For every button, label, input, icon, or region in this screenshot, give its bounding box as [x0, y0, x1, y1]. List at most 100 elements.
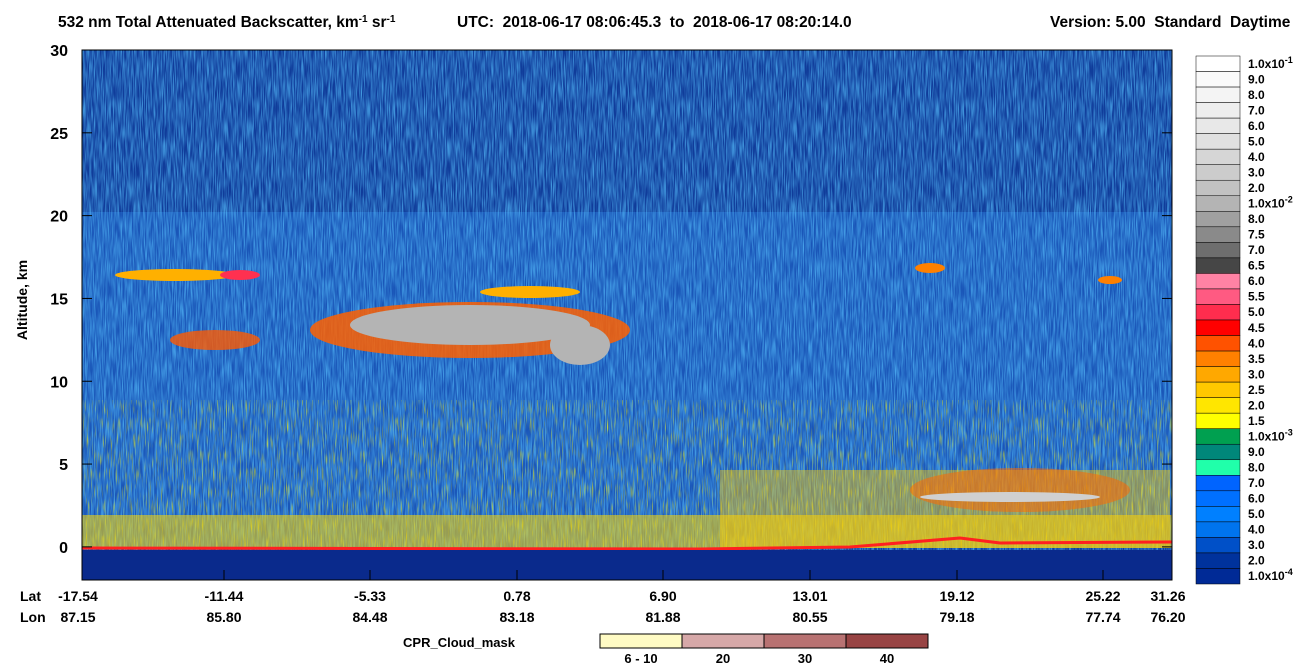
- cpr-swatch: [763, 633, 847, 649]
- colorbar-label-text: 3.5: [1248, 352, 1265, 366]
- lat-label: 25.22: [1085, 588, 1120, 604]
- colorbar-label-text: 6.0: [1248, 119, 1265, 133]
- colorbar-label-text: 1.0x10: [1248, 429, 1285, 443]
- colorbar-label-text: 6.5: [1248, 259, 1265, 273]
- colorbar-label: 7.0: [1248, 476, 1265, 490]
- colorbar-swatch: [1195, 521, 1241, 538]
- colorbar-label: 6.0: [1248, 119, 1265, 133]
- cpr-title: CPR_Cloud_mask: [403, 635, 516, 650]
- colorbar-label-text: 3.0: [1248, 538, 1265, 552]
- colorbar-label-text: 8.0: [1248, 212, 1265, 226]
- curtain-cloud-core: [350, 305, 590, 345]
- lon-label: 84.48: [352, 609, 387, 625]
- colorbar-label-exponent: -4: [1285, 567, 1293, 577]
- lon-label: 83.18: [499, 609, 534, 625]
- lat-label: -11.44: [205, 588, 244, 604]
- colorbar-label: 5.5: [1248, 290, 1265, 304]
- colorbar-label: 2.0: [1248, 398, 1265, 412]
- colorbar-label-exponent: -1: [1285, 55, 1293, 65]
- colorbar-swatch: [1195, 117, 1241, 134]
- lon-label: 81.88: [645, 609, 680, 625]
- cpr-swatch: [681, 633, 765, 649]
- colorbar-label-text: 6.0: [1248, 492, 1265, 506]
- y-tick-label: 25: [50, 126, 68, 143]
- colorbar-label-exponent: -3: [1285, 427, 1293, 437]
- colorbar-swatch: [1195, 475, 1241, 492]
- lat-label: -5.33: [354, 588, 386, 604]
- colorbar-label: 1.5: [1248, 414, 1265, 428]
- y-tick-label: 5: [59, 457, 68, 474]
- curtain-subsurface: [82, 550, 1172, 580]
- colorbar-swatch: [1195, 226, 1241, 243]
- colorbar-label-text: 1.0x10: [1248, 569, 1285, 583]
- colorbar-label: 3.0: [1248, 367, 1265, 381]
- cpr-swatch: [845, 633, 929, 649]
- colorbar-swatch: [1195, 304, 1241, 321]
- colorbar-swatch: [1195, 537, 1241, 554]
- y-tick-label: 30: [50, 43, 68, 60]
- title-superscript: -1: [387, 14, 396, 25]
- y-tick-label: 15: [50, 291, 68, 308]
- colorbar-swatch: [1195, 179, 1241, 197]
- colorbar-label: 3.0: [1248, 538, 1265, 552]
- colorbar-label: 1.0x10-3: [1248, 427, 1293, 443]
- colorbar-label-text: 2.0: [1248, 181, 1265, 195]
- curtain-cloud: [115, 269, 235, 281]
- colorbar-label-text: 4.5: [1248, 321, 1265, 335]
- colorbar-label: 4.0: [1248, 336, 1265, 350]
- colorbar-label: 8.0: [1248, 461, 1265, 475]
- lon-label: 77.74: [1085, 609, 1120, 625]
- chart-title: 532 nm Total Attenuated Backscatter, km-…: [58, 14, 396, 32]
- y-tick-label: 10: [50, 374, 68, 391]
- y-tick-label: 0: [59, 540, 68, 557]
- colorbar-label: 7.0: [1248, 243, 1265, 257]
- cpr-label: 6 - 10: [624, 651, 657, 666]
- colorbar-label: 6.5: [1248, 259, 1265, 273]
- cpr-label: 30: [798, 651, 812, 666]
- lat-label: 6.90: [649, 588, 676, 604]
- colorbar-label: 5.0: [1248, 305, 1265, 319]
- colorbar-label: 3.5: [1248, 352, 1265, 366]
- colorbar-label-text: 2.5: [1248, 383, 1265, 397]
- y-tick-label: 20: [50, 209, 68, 226]
- colorbar-swatch: [1195, 428, 1241, 445]
- colorbar-swatch: [1195, 397, 1241, 414]
- curtain: [82, 50, 1172, 580]
- colorbar-label-text: 2.0: [1248, 398, 1265, 412]
- cpr-label: 40: [880, 651, 894, 666]
- colorbar-label-text: 6.0: [1248, 274, 1265, 288]
- colorbar-swatch: [1195, 164, 1241, 181]
- cpr-swatch: [599, 633, 683, 649]
- lat-label: 13.01: [792, 588, 827, 604]
- colorbar-label: 4.0: [1248, 523, 1265, 537]
- colorbar-swatch: [1195, 552, 1241, 569]
- colorbar-label: 7.0: [1248, 103, 1265, 117]
- colorbar-swatch: [1195, 102, 1241, 119]
- colorbar-swatch: [1195, 412, 1241, 429]
- colorbar-label: 2.0: [1248, 554, 1265, 568]
- colorbar-label-text: 9.0: [1248, 445, 1265, 459]
- colorbar-label: 2.0: [1248, 181, 1265, 195]
- lon-label: 87.15: [60, 609, 95, 625]
- title-superscript: -1: [359, 14, 368, 25]
- colorbar-swatch: [1195, 133, 1241, 150]
- colorbar-swatch: [1195, 490, 1241, 507]
- colorbar-swatch: [1195, 319, 1241, 336]
- colorbar-label-text: 5.0: [1248, 305, 1265, 319]
- curtain-cloud: [920, 492, 1100, 502]
- colorbar-swatch: [1195, 211, 1241, 228]
- colorbar-swatch: [1195, 443, 1241, 461]
- colorbar-label-text: 4.0: [1248, 150, 1265, 164]
- colorbar-label: 1.0x10-2: [1248, 195, 1293, 211]
- version: Version: 5.00 Standard Daytime: [1050, 14, 1291, 31]
- colorbar-swatch: [1195, 381, 1241, 398]
- colorbar-label-text: 7.0: [1248, 103, 1265, 117]
- colorbar-label-text: 5.5: [1248, 290, 1265, 304]
- y-axis-label: Altitude, km: [14, 260, 30, 340]
- colorbar-label-text: 7.0: [1248, 243, 1265, 257]
- lat-label: 31.26: [1150, 588, 1185, 604]
- colorbar-swatch: [1195, 55, 1241, 72]
- colorbar-label: 9.0: [1248, 72, 1265, 86]
- utc-range: UTC: 2018-06-17 08:06:45.3 to 2018-06-17…: [457, 14, 852, 31]
- colorbar-swatch: [1195, 350, 1241, 367]
